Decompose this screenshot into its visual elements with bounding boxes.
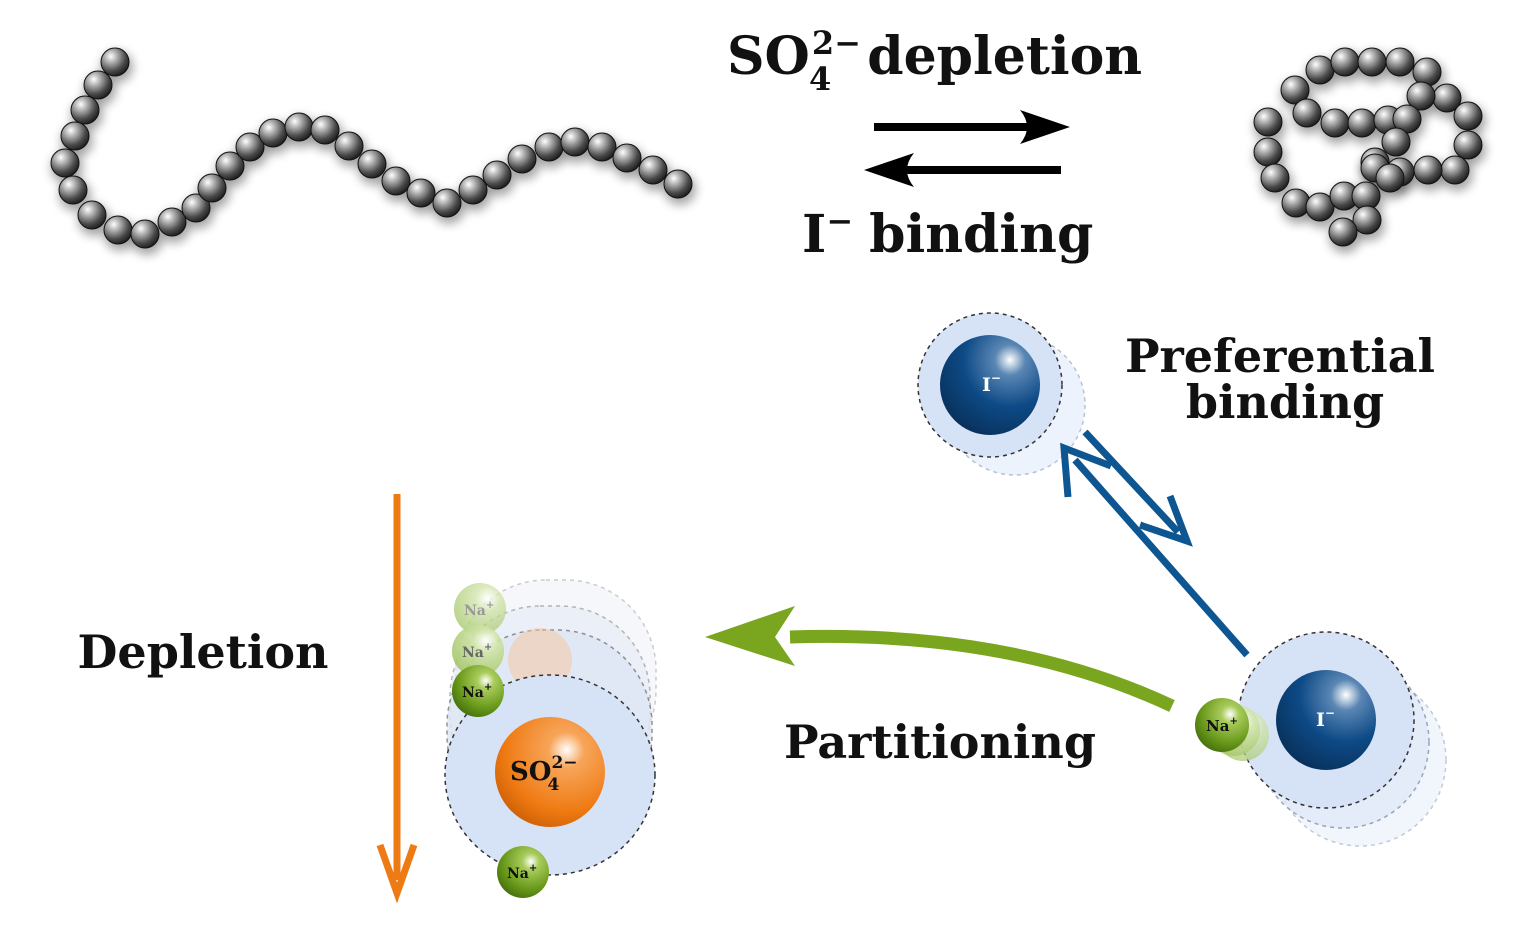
depletion-label: Depletion (78, 625, 329, 679)
monomer-bead (334, 131, 364, 161)
monomer-bead (1280, 75, 1310, 105)
monomer-bead (1453, 130, 1483, 160)
iodide-label-upper: I− (982, 371, 1001, 396)
monomer-bead (1406, 81, 1436, 111)
monomer-bead (1453, 101, 1483, 131)
sulfate-label: SO2− 4 (510, 753, 578, 795)
monomer-bead (58, 175, 88, 205)
sulfate-sphere-icon (495, 717, 605, 827)
monomer-bead (432, 188, 462, 218)
monomer-bead (197, 173, 227, 203)
monomer-bead (1412, 57, 1442, 87)
iodide-label-lower: I− (1316, 706, 1335, 731)
monomer-bead (1330, 47, 1360, 77)
sodium-sphere-icon (454, 583, 506, 635)
monomer-bead (60, 121, 90, 151)
monomer-bead (638, 155, 668, 185)
monomer-bead (1381, 127, 1411, 157)
monomer-bead (1375, 163, 1405, 193)
sodium-label-faded-1: Na+ (464, 600, 494, 619)
monomer-bead (534, 132, 564, 162)
monomer-bead (1292, 98, 1322, 128)
preferential-binding-label-line2: binding (1186, 375, 1384, 429)
monomer-bead (83, 70, 113, 100)
monomer-bead (1328, 217, 1358, 247)
sodium-label-partition: Na+ (1206, 716, 1238, 735)
sodium-label-top: Na+ (462, 682, 492, 701)
monomer-bead (1281, 188, 1311, 218)
monomer-bead (77, 200, 107, 230)
monomer-bead (507, 144, 537, 174)
extended-polymer-chain-icon (50, 47, 696, 255)
monomer-bead (284, 112, 314, 142)
monomer-bead (1347, 108, 1377, 138)
monomer-bead (181, 193, 211, 223)
iodide-sphere-icon (1276, 670, 1376, 770)
bound-iodide-ion: I− (917, 312, 1086, 476)
sulfate-ion-cluster: SO2− 4 Na+ Na+ Na+ Na+ (444, 579, 657, 898)
sodium-sphere-icon (452, 665, 504, 717)
monomer-bead (103, 215, 133, 245)
monomer-bead (1385, 47, 1415, 77)
equilibrium-arrows-icon (864, 110, 1070, 187)
monomer-bead (50, 148, 80, 178)
forward-reaction-label: SO2− 4 depletion (727, 24, 1142, 98)
monomer-bead (258, 118, 288, 148)
monomer-bead (1413, 155, 1443, 185)
collapsed-polymer-coil-icon (1253, 47, 1486, 253)
sodium-sphere-icon (497, 846, 549, 898)
monomer-bead (458, 175, 488, 205)
monomer-bead (310, 115, 340, 145)
monomer-bead (1260, 163, 1290, 193)
partitioning-label: Partitioning (784, 715, 1096, 769)
monomer-bead (1305, 192, 1335, 222)
monomer-bead (406, 178, 436, 208)
binding-arrows-icon (1060, 429, 1250, 658)
sodium-sphere-icon (452, 625, 504, 677)
monomer-bead (560, 127, 590, 157)
depletion-arrow-icon (376, 494, 418, 904)
iodide-sphere-icon (940, 335, 1040, 435)
monomer-bead (663, 169, 693, 199)
monomer-bead (482, 160, 512, 190)
monomer-bead (130, 219, 160, 249)
monomer-bead (587, 132, 617, 162)
monomer-bead (70, 95, 100, 125)
monomer-bead (215, 151, 245, 181)
monomer-bead (1253, 137, 1283, 167)
monomer-bead (1357, 47, 1387, 77)
monomer-bead (1305, 55, 1335, 85)
preferential-binding-label-line1: Preferential (1125, 329, 1435, 383)
reverse-reaction-label: I− binding (802, 202, 1093, 265)
monomer-bead (612, 143, 642, 173)
monomer-bead (357, 149, 387, 179)
monomer-bead (157, 207, 187, 237)
monomer-bead (1440, 155, 1470, 185)
partitioned-iodide-ion: I− Na+ (1195, 631, 1447, 847)
monomer-bead (381, 166, 411, 196)
sodium-sphere-icon (1195, 698, 1249, 752)
monomer-bead (235, 132, 265, 162)
sodium-label-faded-2: Na+ (462, 642, 492, 661)
sodium-label-bottom: Na+ (507, 863, 537, 882)
monomer-bead (1320, 108, 1350, 138)
monomer-bead (1352, 205, 1382, 235)
monomer-bead (100, 47, 130, 77)
partitioning-arrow-icon (705, 606, 1175, 712)
monomer-bead (1253, 107, 1283, 137)
